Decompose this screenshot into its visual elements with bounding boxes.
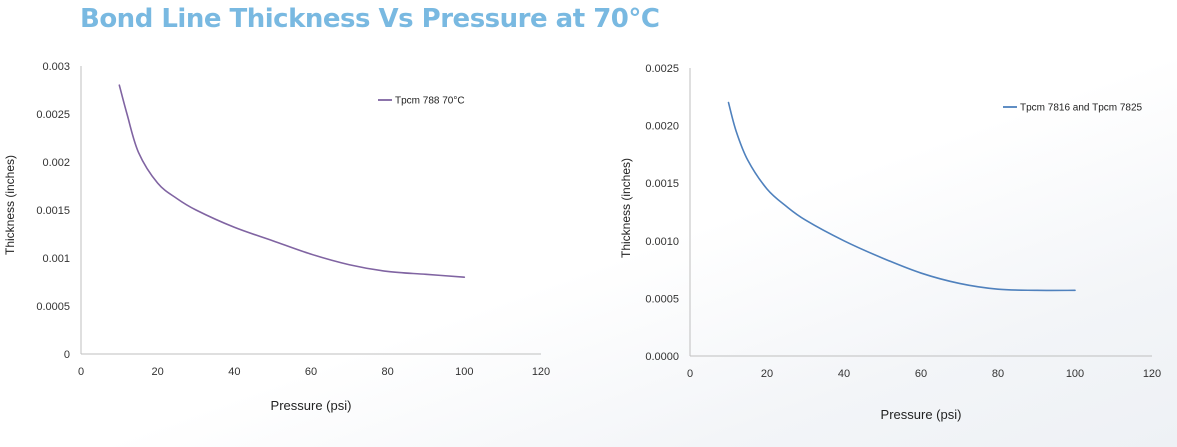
x-tick-label: 60 (305, 366, 317, 378)
y-tick-label: 0.0025 (36, 109, 70, 121)
x-axis-title: Pressure (psi) (271, 398, 352, 413)
y-tick-label: 0.002 (42, 157, 70, 169)
x-tick-label: 80 (382, 366, 394, 378)
x-tick-label: 60 (915, 368, 927, 380)
y-tick-label: 0.0010 (645, 236, 679, 248)
y-tick-label: 0 (64, 349, 70, 361)
x-tick-label: 120 (532, 366, 550, 378)
y-tick-label: 0.001 (42, 253, 70, 265)
y-tick-label: 0.003 (42, 61, 70, 73)
series-line (118, 84, 466, 278)
page-title: Bond Line Thickness Vs Pressure at 70°C (80, 4, 660, 34)
legend: Tpcm 788 70°C (378, 96, 465, 107)
x-tick-label: 40 (228, 366, 240, 378)
x-tick-label: 120 (1143, 368, 1161, 380)
y-tick-label: 0.0000 (645, 351, 679, 363)
legend-label: Tpcm 7816 and Tpcm 7825 (1020, 103, 1143, 114)
series-line (727, 101, 1076, 292)
chart-2: 0.0000 0.0005 0.0010 0.0015 0.0020 0.0025 0 20 4… (619, 63, 1161, 422)
x-tick-label: 80 (992, 368, 1004, 380)
x-tick-label: 40 (838, 368, 850, 380)
x-tick-label: 20 (152, 366, 164, 378)
x-tick-label: 0 (687, 368, 693, 380)
y-tick-label: 0.0020 (645, 121, 679, 133)
legend-label: Tpcm 788 70°C (395, 96, 465, 107)
x-tick-label: 100 (1066, 368, 1084, 380)
y-tick-label: 0.0005 (645, 293, 679, 305)
y-tick-label: 0.0015 (36, 205, 70, 217)
x-tick-label: 100 (455, 366, 473, 378)
chart-1: 0 0.0005 0.001 0.0015 0.002 0.0025 0.003 0 20 40 6… (3, 61, 550, 413)
y-tick-label: 0.0025 (645, 63, 679, 75)
y-axis-title: Thickness (inches) (3, 155, 17, 255)
y-tick-label: 0.0005 (36, 301, 70, 313)
x-tick-label: 0 (78, 366, 84, 378)
y-axis-title: Thickness (inches) (619, 158, 633, 258)
y-tick-label: 0.0015 (645, 178, 679, 190)
x-tick-label: 20 (761, 368, 773, 380)
legend: Tpcm 7816 and Tpcm 7825 (1003, 103, 1143, 114)
x-axis-title: Pressure (psi) (881, 407, 962, 422)
